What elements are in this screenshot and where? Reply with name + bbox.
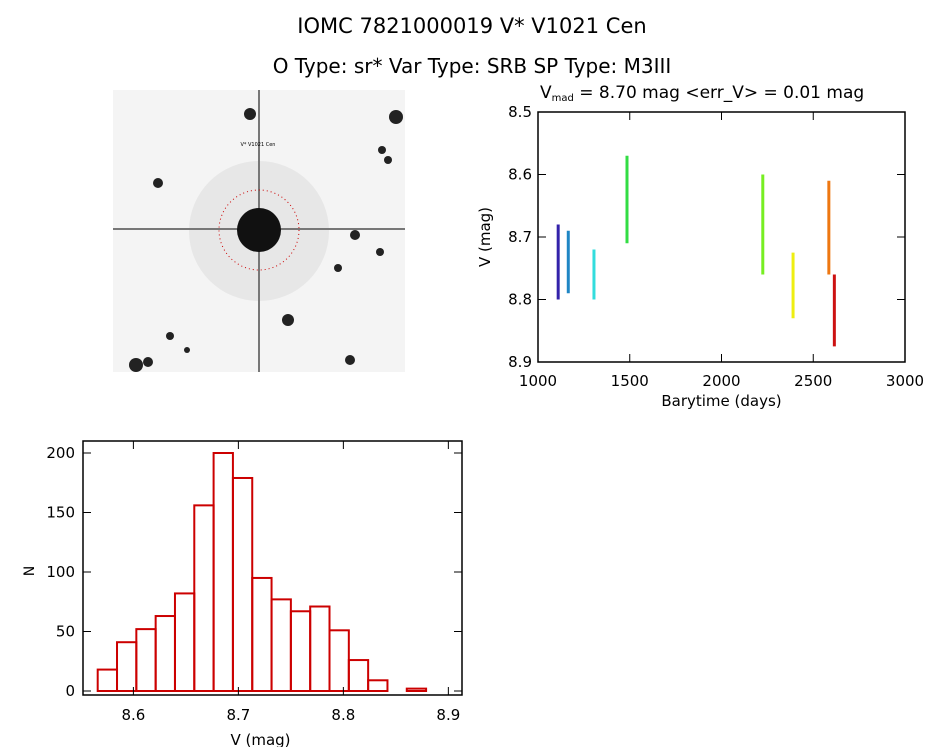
star <box>389 110 403 124</box>
histogram-bar <box>154 615 176 693</box>
target-circle <box>218 189 300 271</box>
histogram-plot: 8.6 8.7 8.8 8.9 0 50 100 150 200 V (mag) N <box>22 440 463 747</box>
star <box>244 108 256 120</box>
histogram-bar <box>309 605 331 693</box>
histogram-bar <box>347 659 370 692</box>
target-label: V* V1021 Cen <box>241 142 276 148</box>
star <box>384 156 392 164</box>
y-tick-label: 0 <box>65 682 75 700</box>
y-axis-label: V (mag) <box>476 207 494 267</box>
histogram-bar <box>173 592 196 692</box>
star <box>334 264 342 272</box>
x-tick-label: 2000 <box>702 372 740 390</box>
x-tick-label: 8.7 <box>226 706 250 724</box>
star <box>350 230 360 240</box>
y-tick-label: 8.7 <box>508 228 532 246</box>
light-curve-plot: 1000 1500 2000 2500 3000 8.5 8.6 8.7 8.8 8.9 Baryt… <box>476 83 924 410</box>
y-tick-label: 8.6 <box>508 166 532 184</box>
histogram-bar <box>135 628 157 692</box>
y-tick-label: 200 <box>46 444 75 462</box>
x-tick-label: 1000 <box>519 372 557 390</box>
light-curve-title: Vmad = 8.70 mag <err_V> = 0.01 mag <box>540 83 864 104</box>
histogram-bar <box>328 629 350 692</box>
y-tick-label: 8.8 <box>508 291 532 309</box>
x-axis-label: Barytime (days) <box>661 392 781 410</box>
star <box>282 314 294 326</box>
x-tick-label: 3000 <box>886 372 924 390</box>
figure-subtitle: O Type: sr* Var Type: SRB SP Type: M3III <box>272 54 672 78</box>
star <box>129 358 143 372</box>
histogram-bar <box>231 476 254 692</box>
histogram-bar <box>116 641 138 693</box>
star <box>378 146 386 154</box>
star <box>153 178 163 188</box>
data-points-season <box>566 230 570 294</box>
y-tick-label: 150 <box>46 504 75 522</box>
target-star <box>237 208 281 252</box>
star <box>143 357 153 367</box>
plot-frame <box>537 111 906 363</box>
star <box>376 248 384 256</box>
data-points-season <box>761 174 765 275</box>
x-tick-label: 1500 <box>611 372 649 390</box>
histogram-bar <box>251 576 273 693</box>
star <box>166 332 174 340</box>
plot-frame <box>82 440 463 696</box>
star-field-image: V* V1021 Cen <box>113 90 405 372</box>
data-points-season <box>625 155 629 244</box>
data-points-season <box>832 274 836 347</box>
histogram-bar <box>289 610 312 693</box>
star <box>345 355 355 365</box>
x-tick-label: 8.6 <box>121 706 145 724</box>
y-tick-label: 8.5 <box>508 103 532 121</box>
star <box>184 347 190 353</box>
y-tick-label: 100 <box>46 563 75 581</box>
data-points-season <box>592 249 596 300</box>
x-axis-label: V (mag) <box>230 731 290 747</box>
x-tick-label: 8.8 <box>331 706 355 724</box>
data-points-season <box>556 224 560 300</box>
histogram-bar <box>212 452 234 692</box>
histogram-bar <box>193 504 215 692</box>
y-tick-label: 8.9 <box>508 353 532 371</box>
x-tick-label: 2500 <box>794 372 832 390</box>
histogram-bar <box>367 679 389 692</box>
histogram-bar <box>96 668 119 693</box>
y-axis-label: N <box>22 566 38 576</box>
histogram-bar <box>405 687 428 692</box>
y-tick-label: 50 <box>56 623 75 641</box>
data-points-season <box>791 252 795 319</box>
histogram-bar <box>270 598 292 692</box>
x-tick-label: 8.9 <box>436 706 460 724</box>
data-points-season <box>827 180 831 275</box>
figure-title: IOMC 7821000019 V* V1021 Cen <box>297 14 647 38</box>
